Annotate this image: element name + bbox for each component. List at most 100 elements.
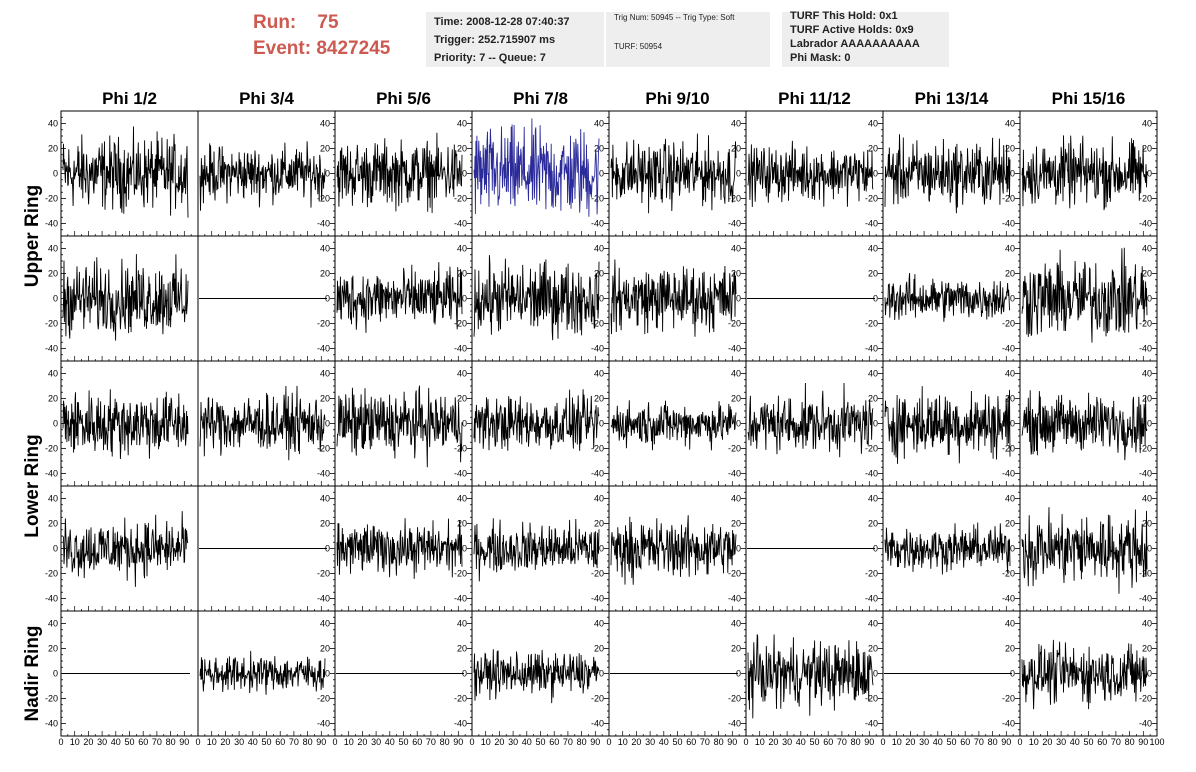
y-tick-label: 40 bbox=[1142, 119, 1152, 129]
y-tick-label: -20 bbox=[865, 694, 878, 704]
trigger-info-box: Trig Num: 50945 -- Trig Type: Soft TURF:… bbox=[606, 12, 770, 67]
y-tick-label: -20 bbox=[1002, 444, 1015, 454]
y-tick-label: -40 bbox=[865, 344, 878, 354]
waveform-trace bbox=[1021, 247, 1148, 343]
x-tick-label: 80 bbox=[166, 737, 176, 747]
x-tick-label: 60 bbox=[412, 737, 422, 747]
x-tick-label: 20 bbox=[905, 737, 915, 747]
y-tick-label: -20 bbox=[454, 694, 467, 704]
y-tick-label: 40 bbox=[457, 619, 467, 629]
x-tick-label: 30 bbox=[234, 737, 244, 747]
waveform-trace bbox=[199, 385, 326, 461]
y-tick-label: 0 bbox=[325, 669, 330, 679]
waveform-trace bbox=[336, 518, 463, 579]
y-tick-label: 20 bbox=[1142, 269, 1152, 279]
y-tick-label: 0 bbox=[1147, 294, 1152, 304]
x-tick-label: 30 bbox=[782, 737, 792, 747]
x-tick-label: 30 bbox=[508, 737, 518, 747]
y-tick-label: 0 bbox=[462, 669, 467, 679]
run-event-block: Run: 75 Event: 8427245 bbox=[253, 10, 390, 62]
waveform-trace bbox=[336, 262, 463, 333]
y-tick-label: -40 bbox=[728, 594, 741, 604]
y-tick-label: 0 bbox=[599, 294, 604, 304]
phi-header-8: Phi 15/16 bbox=[1052, 89, 1126, 108]
waveform-trace bbox=[747, 382, 874, 458]
x-tick-label: 100 bbox=[1149, 737, 1164, 747]
y-tick-label: -40 bbox=[317, 594, 330, 604]
run-value: 75 bbox=[317, 12, 339, 33]
y-tick-label: 0 bbox=[873, 294, 878, 304]
x-tick-label: 50 bbox=[124, 737, 134, 747]
y-tick-label: -40 bbox=[591, 344, 604, 354]
y-tick-label: 40 bbox=[594, 244, 604, 254]
y-tick-label: 20 bbox=[1005, 644, 1015, 654]
y-tick-label: 20 bbox=[868, 394, 878, 404]
y-tick-label: -40 bbox=[865, 594, 878, 604]
x-tick-label: 60 bbox=[686, 737, 696, 747]
x-tick-label: 50 bbox=[261, 737, 271, 747]
y-tick-label: -20 bbox=[728, 569, 741, 579]
y-tick-label: 0 bbox=[1010, 544, 1015, 554]
y-tick-label: 20 bbox=[1142, 394, 1152, 404]
x-tick-label: 80 bbox=[851, 737, 861, 747]
x-tick-label: 60 bbox=[823, 737, 833, 747]
y-tick-label: 20 bbox=[48, 644, 58, 654]
y-tick-label: 40 bbox=[1005, 619, 1015, 629]
waveform-trace bbox=[336, 132, 463, 214]
waveform-trace bbox=[473, 118, 600, 217]
y-tick-label: -40 bbox=[591, 719, 604, 729]
waveform-trace bbox=[610, 259, 737, 337]
y-tick-label: -20 bbox=[1139, 194, 1152, 204]
y-tick-label: 40 bbox=[868, 119, 878, 129]
ring-label-3: Nadir Ring bbox=[22, 625, 43, 721]
y-tick-label: -20 bbox=[1139, 694, 1152, 704]
x-tick-label: 50 bbox=[1083, 737, 1093, 747]
x-tick-label: 10 bbox=[618, 737, 628, 747]
y-tick-label: 20 bbox=[731, 644, 741, 654]
y-tick-label: 20 bbox=[457, 519, 467, 529]
y-tick-label: 0 bbox=[1147, 669, 1152, 679]
y-tick-label: 40 bbox=[868, 619, 878, 629]
waveform-trace bbox=[884, 134, 1011, 214]
y-tick-label: -20 bbox=[45, 319, 58, 329]
y-tick-label: 0 bbox=[1147, 419, 1152, 429]
y-tick-label: 40 bbox=[457, 119, 467, 129]
y-tick-label: -20 bbox=[865, 194, 878, 204]
x-tick-label: 80 bbox=[988, 737, 998, 747]
x-tick-label: 70 bbox=[289, 737, 299, 747]
y-tick-label: -40 bbox=[865, 219, 878, 229]
y-tick-label: -20 bbox=[45, 444, 58, 454]
panel-frame bbox=[1019, 235, 1158, 362]
priority-text: Priority: 7 -- Queue: 7 bbox=[434, 52, 546, 64]
phi-header-5: Phi 9/10 bbox=[645, 89, 709, 108]
y-tick-label: -40 bbox=[591, 594, 604, 604]
x-tick-label: 10 bbox=[207, 737, 217, 747]
y-tick-label: -40 bbox=[454, 469, 467, 479]
y-tick-label: 20 bbox=[868, 519, 878, 529]
y-tick-label: 40 bbox=[594, 119, 604, 129]
turf-this-hold-text: TURF This Hold: 0x1 bbox=[790, 10, 898, 22]
y-tick-label: 20 bbox=[457, 644, 467, 654]
waveform-trace bbox=[199, 650, 326, 695]
y-tick-label: -40 bbox=[454, 719, 467, 729]
y-tick-label: -40 bbox=[591, 469, 604, 479]
x-tick-label: 50 bbox=[809, 737, 819, 747]
y-tick-label: 0 bbox=[462, 419, 467, 429]
y-tick-label: -20 bbox=[317, 569, 330, 579]
y-tick-label: 0 bbox=[325, 169, 330, 179]
y-tick-label: 20 bbox=[457, 269, 467, 279]
x-tick-label: 40 bbox=[1070, 737, 1080, 747]
y-tick-label: -40 bbox=[591, 219, 604, 229]
y-tick-label: 20 bbox=[594, 644, 604, 654]
labrador-text: Labrador AAAAAAAAAA bbox=[790, 38, 920, 50]
y-tick-label: 0 bbox=[1010, 419, 1015, 429]
y-tick-label: 40 bbox=[731, 369, 741, 379]
x-tick-label: 50 bbox=[535, 737, 545, 747]
y-tick-label: -20 bbox=[865, 319, 878, 329]
x-tick-label: 60 bbox=[275, 737, 285, 747]
x-tick-label: 30 bbox=[1056, 737, 1066, 747]
waveform-trace bbox=[199, 141, 326, 211]
x-tick-label: 60 bbox=[1097, 737, 1107, 747]
x-tick-label: 10 bbox=[344, 737, 354, 747]
